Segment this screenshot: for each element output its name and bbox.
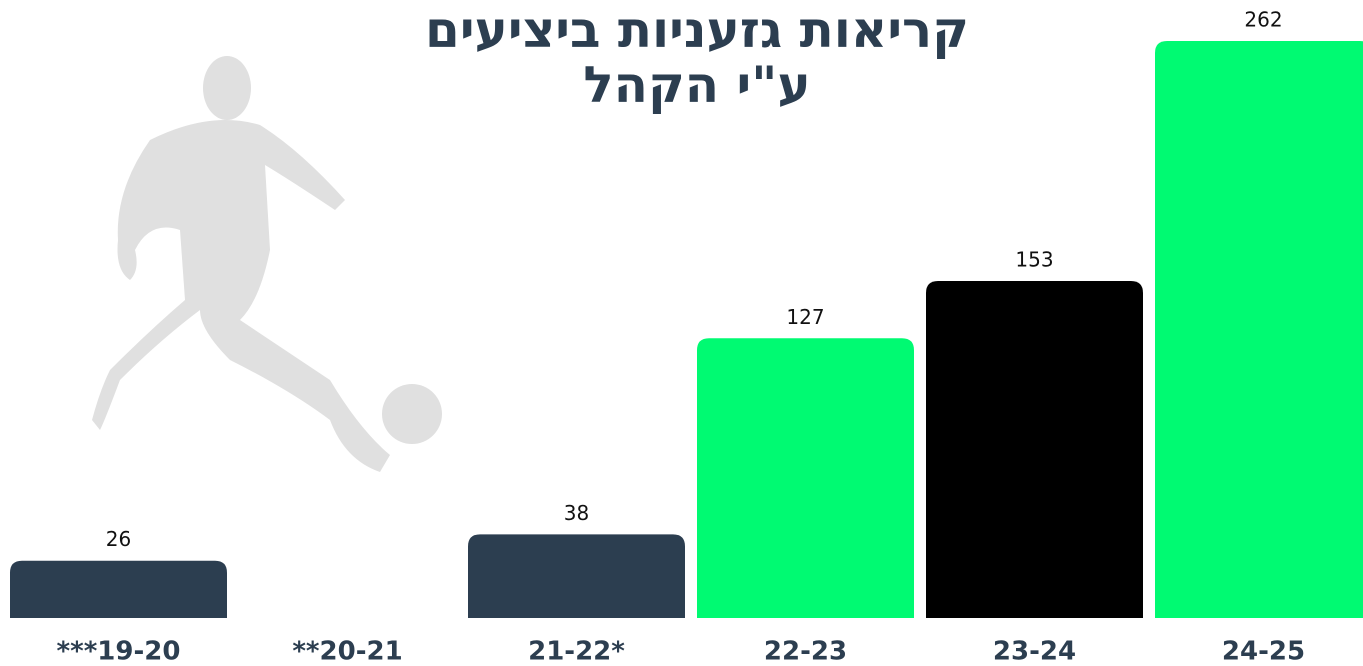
x-tick-label: **20-21 [292,637,402,666]
player-silhouette [92,56,442,472]
value-label: 262 [1244,8,1282,32]
value-label: 127 [786,305,824,329]
value-label: 26 [106,527,131,551]
x-tick-label: 21-22* [528,637,625,666]
value-label: 153 [1015,248,1053,272]
chart-title: קריאות גזעניות ביציעים [425,1,969,59]
value-label: 38 [564,501,589,525]
x-tick-label: ***19-20 [57,637,181,666]
bar [10,560,227,618]
x-tick-label: 22-23 [764,637,847,666]
bar [468,534,685,618]
chart-subtitle: ע"י הקהל [583,56,810,114]
bar [697,338,914,618]
x-tick-label: 23-24 [993,637,1076,666]
bar [926,281,1143,618]
x-tick-label: 24-25 [1222,637,1305,666]
bar [1155,41,1363,618]
